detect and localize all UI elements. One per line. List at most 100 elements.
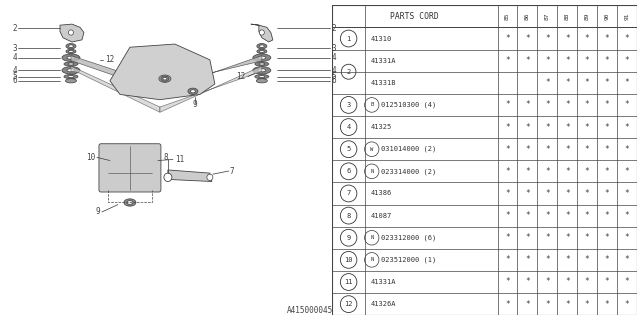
Ellipse shape (66, 44, 76, 49)
Text: *: * (605, 56, 609, 65)
Polygon shape (168, 170, 212, 181)
Text: *: * (525, 211, 530, 220)
Text: *: * (545, 211, 550, 220)
Text: *: * (545, 300, 550, 308)
Text: *: * (585, 78, 589, 87)
Text: *: * (585, 145, 589, 154)
Circle shape (68, 30, 74, 35)
Text: *: * (505, 145, 510, 154)
Ellipse shape (62, 67, 80, 74)
Text: *: * (565, 211, 570, 220)
Ellipse shape (259, 45, 264, 47)
Text: *: * (565, 34, 570, 43)
Ellipse shape (65, 79, 76, 83)
Ellipse shape (127, 201, 133, 204)
Ellipse shape (257, 44, 267, 49)
Text: *: * (585, 233, 589, 242)
Ellipse shape (124, 199, 136, 206)
Text: PARTS CORD: PARTS CORD (390, 12, 439, 20)
Text: *: * (505, 167, 510, 176)
Ellipse shape (68, 50, 74, 52)
Text: *: * (505, 300, 510, 308)
Text: 85: 85 (505, 12, 510, 20)
Text: *: * (585, 300, 589, 308)
Ellipse shape (258, 69, 266, 72)
Text: 4: 4 (332, 66, 337, 75)
Text: 11: 11 (175, 155, 184, 164)
Ellipse shape (255, 75, 269, 79)
Text: *: * (525, 233, 530, 242)
Text: 12: 12 (237, 72, 246, 81)
Text: *: * (565, 56, 570, 65)
Text: 6: 6 (12, 76, 17, 85)
Ellipse shape (259, 76, 265, 78)
Ellipse shape (159, 75, 171, 82)
Text: *: * (525, 100, 530, 109)
Text: 023312000 (6): 023312000 (6) (381, 235, 436, 241)
Text: *: * (605, 78, 609, 87)
Ellipse shape (190, 90, 195, 93)
Ellipse shape (259, 50, 264, 52)
Text: *: * (525, 145, 530, 154)
Text: *: * (545, 167, 550, 176)
Text: 41310: 41310 (371, 36, 392, 42)
Text: 87: 87 (545, 12, 550, 20)
Ellipse shape (64, 75, 78, 79)
Ellipse shape (66, 49, 76, 53)
Text: *: * (505, 56, 510, 65)
Text: *: * (625, 189, 629, 198)
Text: W: W (370, 147, 373, 152)
Text: 031014000 (2): 031014000 (2) (381, 146, 436, 152)
Text: *: * (605, 34, 609, 43)
Ellipse shape (259, 63, 265, 65)
Ellipse shape (68, 45, 74, 47)
Text: *: * (625, 123, 629, 132)
Text: 9: 9 (346, 235, 351, 241)
Text: *: * (545, 56, 550, 65)
Circle shape (259, 30, 264, 35)
Text: 023314000 (2): 023314000 (2) (381, 168, 436, 175)
Text: 10: 10 (344, 257, 353, 263)
Text: 9: 9 (193, 100, 197, 109)
Circle shape (164, 173, 172, 181)
Text: *: * (525, 123, 530, 132)
Text: N: N (370, 169, 373, 174)
Text: 86: 86 (525, 12, 530, 20)
Text: *: * (625, 255, 629, 264)
Text: 023512000 (1): 023512000 (1) (381, 257, 436, 263)
Text: *: * (565, 145, 570, 154)
Text: 41331A: 41331A (371, 279, 396, 285)
Text: 41087: 41087 (371, 212, 392, 219)
Text: 3: 3 (332, 44, 337, 53)
Text: *: * (565, 233, 570, 242)
Text: *: * (605, 300, 609, 308)
Text: 88: 88 (564, 12, 570, 20)
Text: *: * (625, 56, 629, 65)
Text: 11: 11 (344, 279, 353, 285)
Text: 12: 12 (344, 301, 353, 307)
Text: *: * (545, 100, 550, 109)
Text: *: * (525, 189, 530, 198)
Ellipse shape (67, 56, 75, 59)
Text: *: * (625, 145, 629, 154)
Text: 6: 6 (346, 168, 351, 174)
Text: N: N (370, 257, 373, 262)
Text: 6: 6 (332, 76, 337, 85)
Text: 89: 89 (584, 12, 589, 20)
Text: A415000045: A415000045 (287, 306, 333, 315)
Text: *: * (605, 100, 609, 109)
Text: 41325: 41325 (371, 124, 392, 130)
Text: 90: 90 (604, 12, 609, 20)
Ellipse shape (62, 54, 80, 61)
Text: *: * (605, 167, 609, 176)
Text: 5: 5 (332, 72, 337, 81)
Text: 1: 1 (346, 36, 351, 42)
Text: *: * (505, 34, 510, 43)
Text: *: * (605, 145, 609, 154)
Ellipse shape (68, 76, 74, 78)
Text: *: * (605, 211, 609, 220)
Text: 2: 2 (346, 69, 351, 75)
Text: *: * (585, 100, 589, 109)
Text: *: * (625, 100, 629, 109)
Text: 2: 2 (12, 24, 17, 33)
